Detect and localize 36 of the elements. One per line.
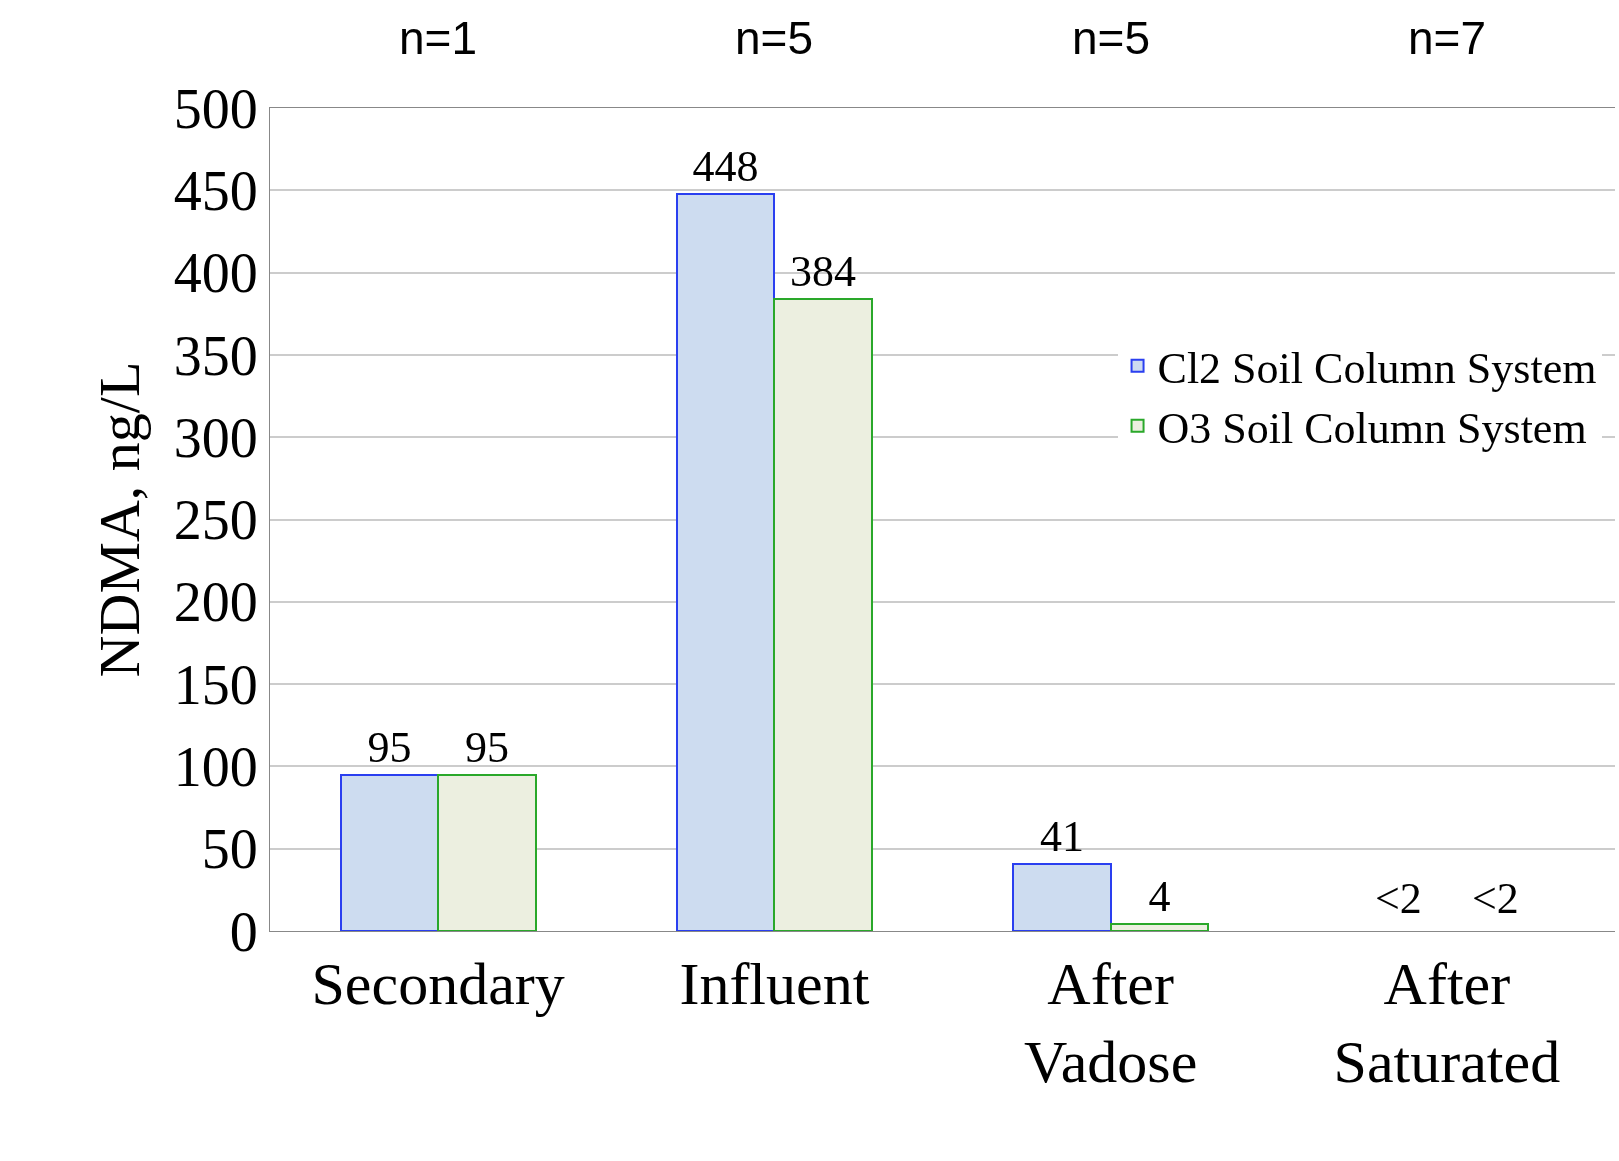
y-tick-label: 350 <box>173 324 258 387</box>
text: n=7 <box>1408 12 1487 64</box>
y-tick-label: 100 <box>173 736 258 798</box>
y-tick-label: 400 <box>173 242 258 305</box>
text: n=5 <box>1072 12 1151 64</box>
x-tick-label: After Vadose <box>1023 951 1198 1095</box>
bar <box>1110 923 1209 931</box>
data-label: 384 <box>790 247 856 296</box>
y-axis-title: NDMA, ng/L <box>87 361 152 678</box>
y-tick-label: 150 <box>173 653 258 716</box>
y-tick-label: 450 <box>173 159 258 222</box>
data-label: 448 <box>692 142 759 191</box>
y-tick-label: 500 <box>173 77 258 140</box>
bar <box>437 774 537 931</box>
data-label: 41 <box>1040 812 1084 861</box>
y-tick-label: 0 <box>229 900 258 963</box>
x-tick-label: Influent <box>679 951 870 1017</box>
bar <box>340 774 439 931</box>
x-tick-label: After Saturated <box>1333 951 1561 1095</box>
legend-label: O3 Soil Column System <box>1157 404 1587 454</box>
text: <2 <box>1472 874 1519 923</box>
data-label: 95 <box>465 723 509 772</box>
legend-label: Cl2 Soil Column System <box>1157 343 1597 393</box>
y-tick-label: 200 <box>173 571 258 634</box>
bar <box>676 193 775 931</box>
text: n=1 <box>399 12 478 64</box>
text: <2 <box>1375 874 1422 923</box>
data-label: 4 <box>1148 872 1171 921</box>
y-tick-label: 300 <box>173 406 258 469</box>
x-tick-label: Secondary <box>311 951 565 1017</box>
data-label: 95 <box>367 723 412 772</box>
bar <box>1012 863 1112 931</box>
bar <box>773 298 873 931</box>
y-tick-label: 250 <box>173 489 258 552</box>
y-tick-label: 50 <box>201 818 258 881</box>
text: n=5 <box>735 12 814 64</box>
